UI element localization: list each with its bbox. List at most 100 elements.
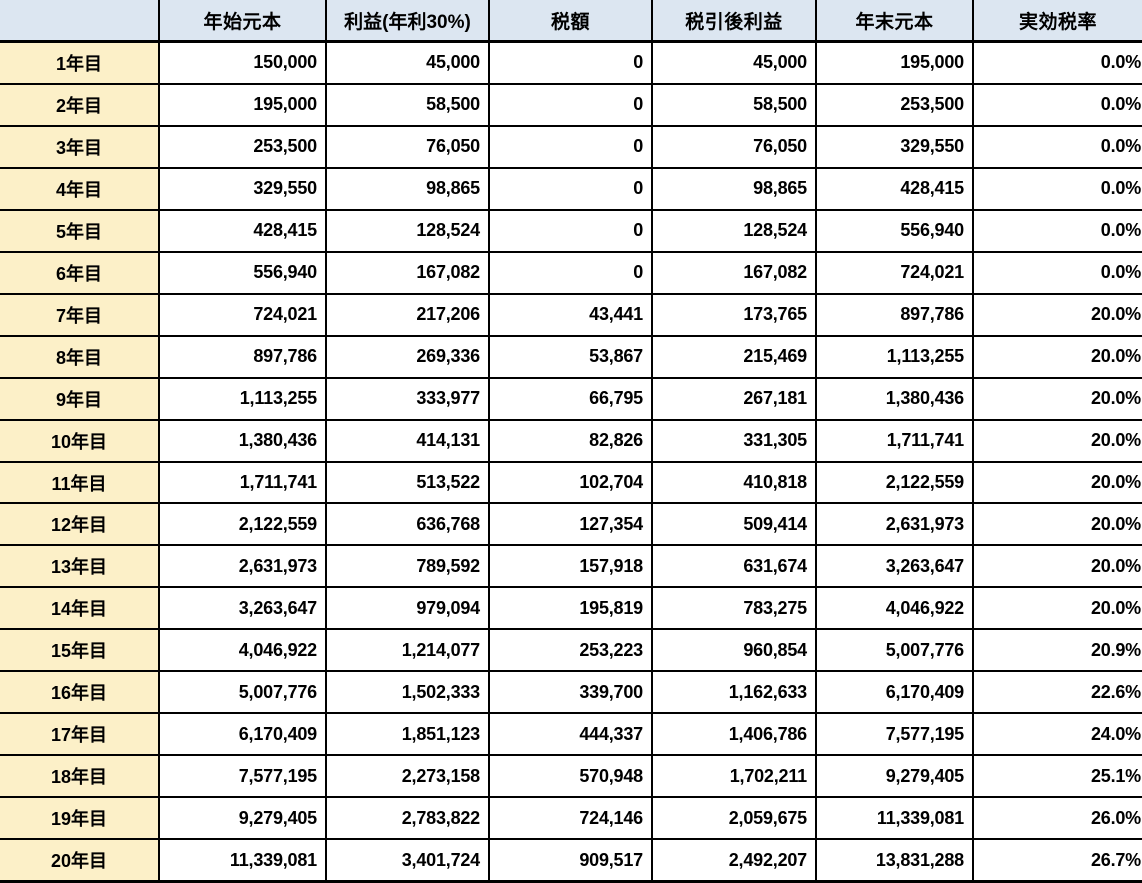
cell-effective-tax-rate[interactable]: 20.0% — [974, 420, 1142, 461]
cell-year-end-principal[interactable]: 3,263,647 — [817, 546, 974, 587]
row-label-year[interactable]: 14年目 — [0, 588, 160, 629]
cell-year-end-principal[interactable]: 13,831,288 — [817, 840, 974, 881]
row-label-year[interactable]: 1年目 — [0, 43, 160, 83]
cell-tax-amount[interactable]: 0 — [490, 126, 653, 167]
cell-year-start-principal[interactable]: 150,000 — [160, 43, 327, 83]
cell-tax-amount[interactable]: 339,700 — [490, 672, 653, 713]
cell-year-end-principal[interactable]: 7,577,195 — [817, 714, 974, 755]
cell-tax-amount[interactable]: 0 — [490, 210, 653, 251]
row-label-year[interactable]: 2年目 — [0, 84, 160, 125]
cell-tax-amount[interactable]: 102,704 — [490, 462, 653, 503]
cell-year-start-principal[interactable]: 329,550 — [160, 168, 327, 209]
cell-profit[interactable]: 167,082 — [327, 252, 490, 293]
cell-year-end-principal[interactable]: 4,046,922 — [817, 588, 974, 629]
cell-tax-amount[interactable]: 724,146 — [490, 798, 653, 839]
row-label-year[interactable]: 13年目 — [0, 546, 160, 587]
cell-tax-amount[interactable]: 127,354 — [490, 504, 653, 545]
cell-profit[interactable]: 128,524 — [327, 210, 490, 251]
cell-profit[interactable]: 1,214,077 — [327, 630, 490, 671]
row-label-year[interactable]: 7年目 — [0, 294, 160, 335]
header-cell-year-end-principal[interactable]: 年末元本 — [817, 0, 974, 40]
cell-year-end-principal[interactable]: 1,711,741 — [817, 420, 974, 461]
cell-effective-tax-rate[interactable]: 0.0% — [974, 252, 1142, 293]
cell-tax-amount[interactable]: 0 — [490, 168, 653, 209]
cell-year-start-principal[interactable]: 3,263,647 — [160, 588, 327, 629]
cell-year-end-principal[interactable]: 2,631,973 — [817, 504, 974, 545]
cell-profit[interactable]: 979,094 — [327, 588, 490, 629]
cell-effective-tax-rate[interactable]: 20.0% — [974, 462, 1142, 503]
cell-profit[interactable]: 789,592 — [327, 546, 490, 587]
cell-year-end-principal[interactable]: 195,000 — [817, 43, 974, 83]
cell-year-end-principal[interactable]: 897,786 — [817, 294, 974, 335]
cell-effective-tax-rate[interactable]: 20.0% — [974, 588, 1142, 629]
cell-profit[interactable]: 2,273,158 — [327, 756, 490, 797]
cell-tax-amount[interactable]: 66,795 — [490, 378, 653, 419]
cell-after-tax-profit[interactable]: 631,674 — [653, 546, 817, 587]
cell-after-tax-profit[interactable]: 167,082 — [653, 252, 817, 293]
cell-profit[interactable]: 45,000 — [327, 43, 490, 83]
cell-after-tax-profit[interactable]: 267,181 — [653, 378, 817, 419]
cell-tax-amount[interactable]: 53,867 — [490, 336, 653, 377]
cell-tax-amount[interactable]: 253,223 — [490, 630, 653, 671]
row-label-year[interactable]: 15年目 — [0, 630, 160, 671]
cell-year-end-principal[interactable]: 724,021 — [817, 252, 974, 293]
row-label-year[interactable]: 16年目 — [0, 672, 160, 713]
cell-after-tax-profit[interactable]: 331,305 — [653, 420, 817, 461]
cell-after-tax-profit[interactable]: 2,492,207 — [653, 840, 817, 881]
cell-year-start-principal[interactable]: 724,021 — [160, 294, 327, 335]
cell-year-end-principal[interactable]: 428,415 — [817, 168, 974, 209]
cell-after-tax-profit[interactable]: 1,406,786 — [653, 714, 817, 755]
cell-tax-amount[interactable]: 0 — [490, 252, 653, 293]
cell-effective-tax-rate[interactable]: 0.0% — [974, 84, 1142, 125]
cell-year-end-principal[interactable]: 556,940 — [817, 210, 974, 251]
cell-year-start-principal[interactable]: 2,631,973 — [160, 546, 327, 587]
row-label-year[interactable]: 4年目 — [0, 168, 160, 209]
cell-year-start-principal[interactable]: 2,122,559 — [160, 504, 327, 545]
cell-profit[interactable]: 414,131 — [327, 420, 490, 461]
cell-tax-amount[interactable]: 570,948 — [490, 756, 653, 797]
cell-after-tax-profit[interactable]: 2,059,675 — [653, 798, 817, 839]
cell-after-tax-profit[interactable]: 173,765 — [653, 294, 817, 335]
cell-tax-amount[interactable]: 0 — [490, 43, 653, 83]
cell-year-start-principal[interactable]: 1,380,436 — [160, 420, 327, 461]
cell-year-start-principal[interactable]: 253,500 — [160, 126, 327, 167]
cell-tax-amount[interactable]: 0 — [490, 84, 653, 125]
cell-tax-amount[interactable]: 157,918 — [490, 546, 653, 587]
cell-year-end-principal[interactable]: 2,122,559 — [817, 462, 974, 503]
cell-after-tax-profit[interactable]: 58,500 — [653, 84, 817, 125]
cell-year-start-principal[interactable]: 1,711,741 — [160, 462, 327, 503]
cell-after-tax-profit[interactable]: 1,162,633 — [653, 672, 817, 713]
cell-after-tax-profit[interactable]: 960,854 — [653, 630, 817, 671]
cell-year-start-principal[interactable]: 1,113,255 — [160, 378, 327, 419]
row-label-year[interactable]: 6年目 — [0, 252, 160, 293]
cell-profit[interactable]: 1,851,123 — [327, 714, 490, 755]
cell-after-tax-profit[interactable]: 1,702,211 — [653, 756, 817, 797]
cell-year-end-principal[interactable]: 1,113,255 — [817, 336, 974, 377]
cell-year-start-principal[interactable]: 6,170,409 — [160, 714, 327, 755]
cell-year-start-principal[interactable]: 9,279,405 — [160, 798, 327, 839]
row-label-year[interactable]: 11年目 — [0, 462, 160, 503]
cell-profit[interactable]: 3,401,724 — [327, 840, 490, 881]
cell-effective-tax-rate[interactable]: 24.0% — [974, 714, 1142, 755]
cell-year-end-principal[interactable]: 11,339,081 — [817, 798, 974, 839]
cell-effective-tax-rate[interactable]: 0.0% — [974, 210, 1142, 251]
cell-year-start-principal[interactable]: 897,786 — [160, 336, 327, 377]
cell-profit[interactable]: 98,865 — [327, 168, 490, 209]
cell-effective-tax-rate[interactable]: 20.0% — [974, 504, 1142, 545]
cell-after-tax-profit[interactable]: 76,050 — [653, 126, 817, 167]
cell-effective-tax-rate[interactable]: 20.0% — [974, 294, 1142, 335]
cell-year-start-principal[interactable]: 5,007,776 — [160, 672, 327, 713]
cell-after-tax-profit[interactable]: 215,469 — [653, 336, 817, 377]
header-cell-tax-amount[interactable]: 税額 — [490, 0, 653, 40]
cell-year-start-principal[interactable]: 11,339,081 — [160, 840, 327, 881]
cell-tax-amount[interactable]: 82,826 — [490, 420, 653, 461]
cell-year-end-principal[interactable]: 329,550 — [817, 126, 974, 167]
cell-effective-tax-rate[interactable]: 20.9% — [974, 630, 1142, 671]
cell-profit[interactable]: 76,050 — [327, 126, 490, 167]
cell-profit[interactable]: 217,206 — [327, 294, 490, 335]
cell-tax-amount[interactable]: 444,337 — [490, 714, 653, 755]
cell-profit[interactable]: 58,500 — [327, 84, 490, 125]
row-label-year[interactable]: 10年目 — [0, 420, 160, 461]
row-label-year[interactable]: 12年目 — [0, 504, 160, 545]
cell-year-end-principal[interactable]: 1,380,436 — [817, 378, 974, 419]
